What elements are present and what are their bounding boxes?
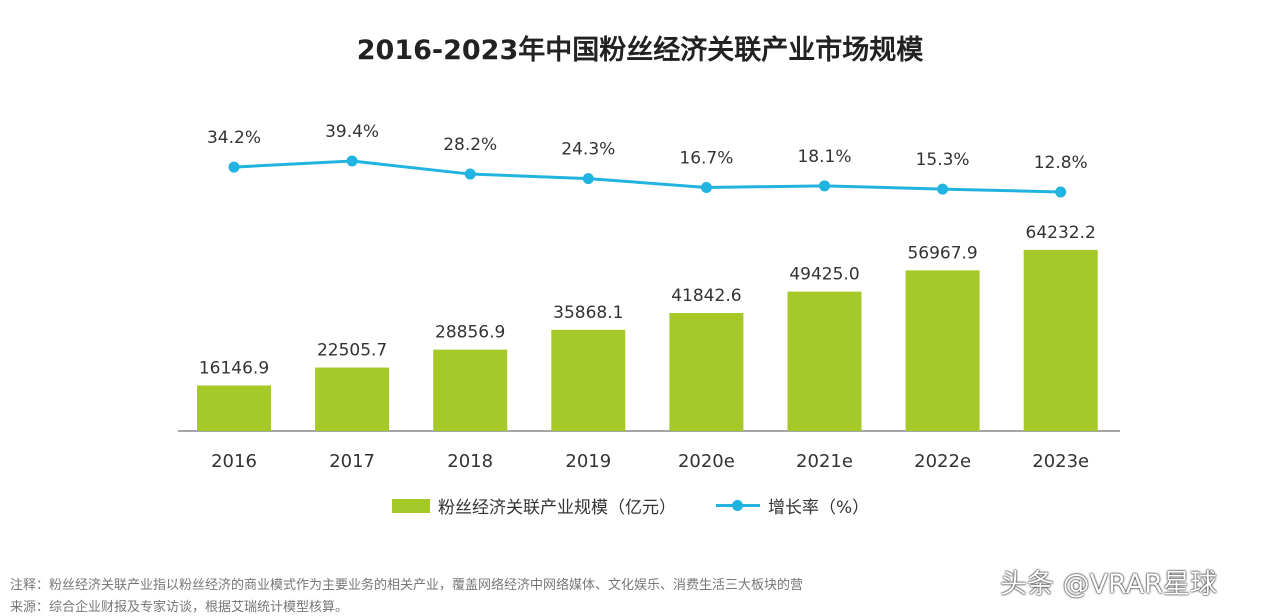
x-tick-label: 2018 — [447, 451, 493, 472]
footnote: 注释：粉丝经济关联产业指以粉丝经济的商业模式作为主要业务的相关产业，覆盖网络经济… — [10, 578, 804, 593]
bar — [905, 270, 980, 431]
line-point — [346, 155, 358, 167]
line-point — [937, 183, 949, 195]
line-label: 12.8% — [1034, 153, 1088, 173]
x-tick-label: 2016 — [211, 451, 257, 472]
x-tick-label: 2021e — [796, 451, 853, 472]
bar-label: 49425.0 — [789, 265, 859, 285]
line-point — [1055, 186, 1067, 198]
bar — [787, 291, 862, 431]
bar-label: 16146.9 — [199, 358, 269, 378]
line-point — [819, 180, 830, 192]
line-label: 15.3% — [916, 150, 970, 170]
bar-label: 22505.7 — [317, 341, 387, 361]
bar — [433, 349, 508, 431]
bar — [315, 367, 390, 431]
chart-title: 2016-2023年中国粉丝经济关联产业市场规模 — [356, 35, 924, 66]
x-tick-label: 2023e — [1032, 451, 1089, 472]
line-label: 18.1% — [797, 147, 851, 167]
x-tick-label: 2019 — [565, 451, 611, 472]
bar-label: 35868.1 — [553, 303, 623, 323]
bar — [551, 329, 626, 431]
watermark: 头条 @VRAR星球 — [1000, 569, 1217, 600]
legend-bar-swatch — [392, 498, 430, 513]
line-point — [700, 181, 712, 193]
line-label: 34.2% — [207, 128, 261, 148]
x-tick-label: 2020e — [678, 451, 735, 472]
legend-line-swatch — [716, 500, 760, 511]
legend-line-label: 增长率（%） — [768, 498, 870, 518]
bar — [1023, 249, 1098, 431]
source-note: 来源：综合企业财报及专家访谈，根据艾瑞统计模型核算。 — [10, 600, 349, 615]
legend-bar-label: 粉丝经济关联产业规模（亿元） — [438, 498, 676, 518]
line-label: 16.7% — [679, 148, 733, 168]
line-label: 24.3% — [561, 140, 615, 160]
line-point — [582, 173, 594, 185]
line-point — [228, 161, 240, 173]
bar-label: 28856.9 — [435, 323, 505, 343]
x-tick-label: 2017 — [329, 451, 375, 472]
x-tick-label: 2022e — [914, 451, 971, 472]
bar-label: 56967.9 — [907, 243, 977, 263]
line-point — [464, 168, 476, 180]
bar-label: 41842.6 — [671, 286, 741, 306]
legend: 粉丝经济关联产业规模（亿元） 增长率（%） — [392, 493, 869, 518]
growth-line — [233, 159, 1061, 194]
bar-label: 64232.2 — [1026, 223, 1096, 243]
line-label: 39.4% — [325, 122, 379, 142]
bar — [669, 313, 744, 431]
line-label: 28.2% — [443, 135, 497, 155]
bar — [197, 385, 271, 431]
